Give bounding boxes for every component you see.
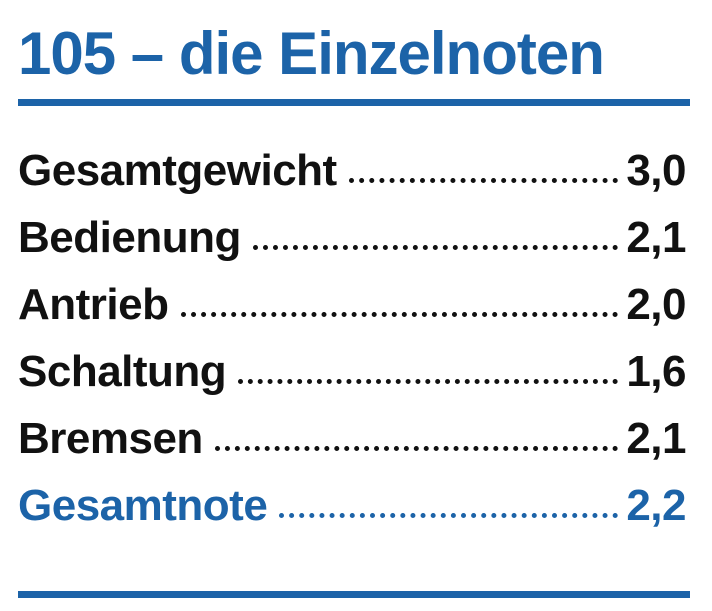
top-rule (18, 99, 690, 106)
score-row: Bremsen 2,1 (18, 414, 686, 481)
bottom-rule (18, 591, 690, 598)
row-label: Schaltung (18, 347, 227, 396)
row-label: Gesamtgewicht (18, 146, 337, 195)
score-row: Gesamtgewicht 3,0 (18, 146, 686, 213)
score-row: Gesamtnote 2,2 (18, 481, 686, 548)
title: 105 – die Einzelnoten (18, 20, 605, 87)
row-score: 2,1 (626, 414, 686, 463)
row-score: 2,0 (626, 280, 686, 329)
row-score: 2,2 (626, 481, 686, 530)
dot-leader (238, 378, 619, 384)
score-row: Schaltung 1,6 (18, 347, 686, 414)
dot-leader (252, 244, 619, 250)
row-score: 3,0 (626, 146, 686, 195)
dot-leader (180, 311, 619, 317)
score-row: Antrieb 2,0 (18, 280, 686, 347)
row-label: Gesamtnote (18, 481, 268, 530)
row-score: 1,6 (626, 347, 686, 396)
row-label: Bedienung (18, 213, 241, 262)
row-score: 2,1 (626, 213, 686, 262)
score-list: Gesamtgewicht 3,0 Bedienung 2,1 Antrieb 2,0 Sc… (18, 146, 686, 548)
row-label: Antrieb (18, 280, 169, 329)
dot-leader (348, 177, 619, 183)
score-row: Bedienung 2,1 (18, 213, 686, 280)
dot-leader (279, 512, 619, 518)
row-label: Bremsen (18, 414, 203, 463)
dot-leader (214, 445, 619, 451)
